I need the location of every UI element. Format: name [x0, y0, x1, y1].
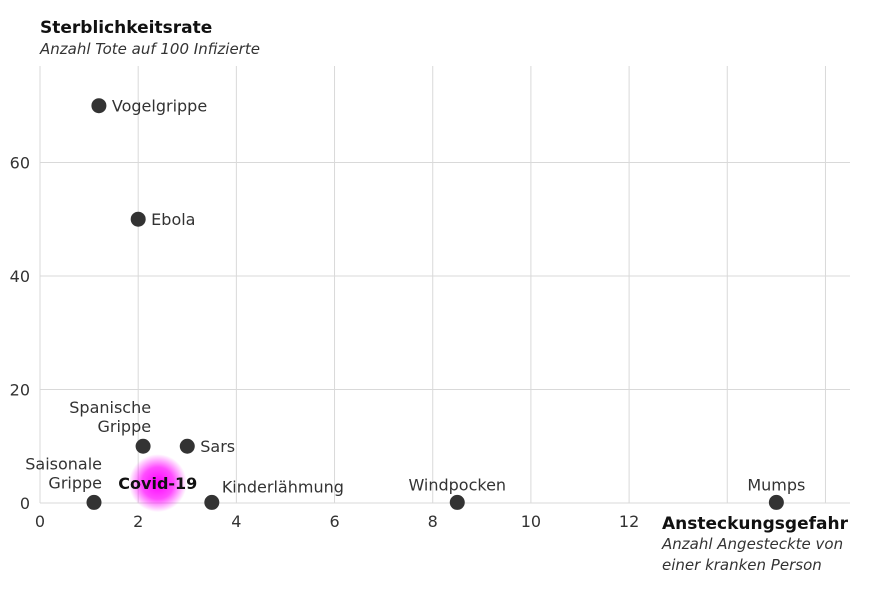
point-label-spanische-grippe: Spanische: [69, 398, 151, 417]
x-axis-subtitle-line-1: Anzahl Angesteckte von: [661, 535, 843, 553]
point-saisonale-grippe: [86, 494, 102, 510]
point-covid-19: [128, 454, 187, 513]
point-label-saisonale-grippe: Saisonale: [25, 454, 102, 473]
axis-ticks: 0 2 4 6 8 10 12 0 20 40 60: [10, 153, 640, 531]
x-tick-label: 10: [521, 512, 541, 531]
point-label-saisonale-grippe: Grippe: [48, 473, 102, 492]
point-vogelgrippe: [91, 98, 107, 114]
point-label-mumps: Mumps: [747, 475, 805, 494]
point-sars: [179, 438, 195, 454]
point-mumps: [768, 494, 784, 510]
y-axis-title: Sterblichkeitsrate: [40, 18, 212, 38]
y-tick-label: 40: [10, 267, 30, 286]
y-axis-subtitle: Anzahl Tote auf 100 Infizierte: [39, 40, 260, 58]
y-tick-label: 60: [10, 153, 30, 172]
y-tick-label: 0: [20, 494, 30, 513]
x-axis-title: Ansteckungsgefahr: [662, 514, 849, 534]
point-label-covid-19: Covid-19: [118, 474, 197, 493]
x-tick-label: 12: [619, 512, 639, 531]
grid-lines: [39, 66, 850, 504]
y-tick-label: 20: [10, 380, 30, 399]
x-tick-label: 4: [231, 512, 241, 531]
point-label-spanische-grippe: Grippe: [98, 417, 152, 436]
point-labels: VogelgrippeEbolaSpanischeGrippeSarsSaiso…: [25, 97, 805, 497]
point-label-sars: Sars: [200, 437, 235, 456]
x-tick-label: 2: [133, 512, 143, 531]
point-ebola: [130, 211, 146, 227]
point-label-windpocken: Windpocken: [408, 475, 506, 494]
data-points: [86, 98, 784, 513]
point-kinderlähmung: [204, 494, 220, 510]
point-spanische-grippe: [135, 438, 151, 454]
x-tick-label: 6: [329, 512, 339, 531]
point-label-vogelgrippe: Vogelgrippe: [112, 97, 207, 116]
point-label-kinderlähmung: Kinderlähmung: [222, 477, 344, 496]
point-label-ebola: Ebola: [151, 210, 195, 229]
point-windpocken: [449, 494, 465, 510]
x-tick-label: 8: [428, 512, 438, 531]
x-tick-label: 0: [35, 512, 45, 531]
x-axis-subtitle-line-2: einer kranken Person: [662, 556, 822, 574]
